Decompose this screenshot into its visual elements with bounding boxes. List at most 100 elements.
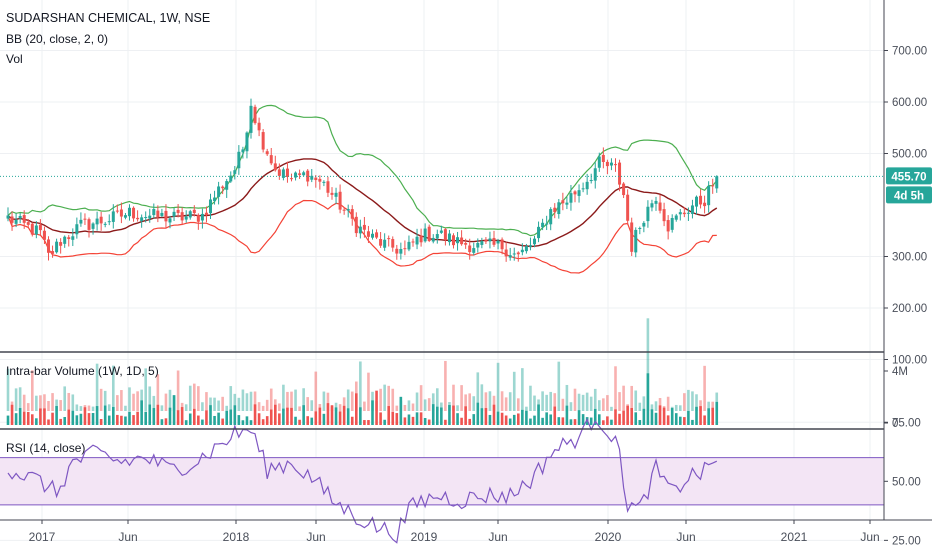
candle-body[interactable]: [569, 193, 573, 203]
rsi-pane[interactable]: [0, 417, 884, 544]
candle-body[interactable]: [593, 168, 597, 181]
candle-body[interactable]: [650, 203, 654, 208]
candle-body[interactable]: [91, 223, 95, 229]
candle-body[interactable]: [452, 235, 455, 246]
candle-body[interactable]: [217, 186, 221, 197]
candle-body[interactable]: [318, 178, 322, 182]
candle-body[interactable]: [233, 170, 237, 174]
candle-body[interactable]: [703, 202, 707, 207]
candle-body[interactable]: [670, 217, 674, 230]
candle-body[interactable]: [10, 216, 14, 223]
candle-body[interactable]: [642, 222, 646, 227]
candle-body[interactable]: [362, 224, 366, 230]
candle-body[interactable]: [581, 188, 585, 190]
intrabar-volume-pane[interactable]: [6, 373, 719, 425]
candle-body[interactable]: [561, 200, 565, 204]
candle-body[interactable]: [55, 241, 59, 253]
candle-body[interactable]: [565, 202, 569, 205]
candle-body[interactable]: [298, 173, 302, 175]
candle-body[interactable]: [375, 232, 379, 238]
candle-body[interactable]: [281, 169, 285, 178]
candle-body[interactable]: [443, 229, 447, 241]
candle-body[interactable]: [638, 227, 642, 229]
candle-body[interactable]: [524, 246, 528, 252]
candle-body[interactable]: [188, 211, 192, 218]
candle-body[interactable]: [75, 224, 79, 235]
candle-body[interactable]: [87, 219, 91, 230]
candle-body[interactable]: [310, 175, 314, 180]
candle-body[interactable]: [662, 209, 666, 222]
candle-body[interactable]: [577, 190, 581, 196]
candle-body[interactable]: [460, 237, 464, 245]
candle-body[interactable]: [261, 132, 265, 150]
candle-body[interactable]: [59, 242, 63, 246]
candle-body[interactable]: [42, 230, 46, 240]
candle-body[interactable]: [277, 169, 281, 176]
candle-body[interactable]: [553, 207, 557, 213]
candle-body[interactable]: [549, 209, 553, 225]
candle-body[interactable]: [630, 222, 634, 252]
bb-legend[interactable]: BB (20, close, 2, 0): [6, 32, 109, 46]
candle-body[interactable]: [306, 170, 310, 182]
candle-body[interactable]: [71, 236, 75, 240]
candle-body[interactable]: [253, 106, 257, 124]
candle-body[interactable]: [290, 178, 293, 180]
candle-body[interactable]: [472, 248, 476, 253]
candle-body[interactable]: [47, 239, 50, 253]
candle-body[interactable]: [399, 248, 403, 254]
candle-body[interactable]: [132, 207, 136, 219]
candle-body[interactable]: [330, 192, 334, 195]
candle-body[interactable]: [407, 241, 411, 250]
candle-body[interactable]: [26, 222, 30, 225]
candle-body[interactable]: [160, 212, 164, 216]
candle-body[interactable]: [221, 186, 225, 189]
candle-body[interactable]: [589, 179, 593, 182]
candle-body[interactable]: [435, 234, 439, 239]
candle-body[interactable]: [111, 211, 115, 222]
candle-body[interactable]: [350, 209, 354, 219]
candle-body[interactable]: [476, 242, 480, 248]
candle-body[interactable]: [423, 228, 427, 242]
candle-body[interactable]: [557, 202, 561, 215]
vol-legend[interactable]: Vol: [6, 52, 23, 66]
candle-body[interactable]: [605, 161, 609, 167]
candle-body[interactable]: [622, 183, 626, 196]
candle-body[interactable]: [273, 163, 277, 171]
candle-body[interactable]: [541, 222, 545, 228]
candle-body[interactable]: [456, 237, 460, 244]
candle-body[interactable]: [658, 202, 662, 211]
candle-body[interactable]: [148, 215, 152, 219]
candle-body[interactable]: [468, 245, 472, 253]
candle-body[interactable]: [326, 181, 330, 193]
candle-body[interactable]: [338, 191, 342, 210]
candle-body[interactable]: [314, 177, 318, 181]
candle-body[interactable]: [634, 229, 638, 253]
candle-body[interactable]: [427, 226, 431, 241]
candle-body[interactable]: [537, 226, 541, 239]
candle-body[interactable]: [99, 216, 103, 224]
candle-body[interactable]: [520, 249, 524, 253]
intrabar-volume-legend[interactable]: Intra-bar Volume (1W, 1D, 5): [6, 364, 159, 378]
candle-body[interactable]: [533, 238, 536, 245]
candle-body[interactable]: [38, 224, 42, 231]
candle-body[interactable]: [225, 181, 229, 190]
candle-body[interactable]: [14, 219, 18, 224]
candle-body[interactable]: [180, 212, 184, 221]
candle-body[interactable]: [403, 248, 407, 250]
candle-body[interactable]: [204, 212, 208, 216]
candle-body[interactable]: [678, 212, 682, 215]
candle-body[interactable]: [128, 207, 131, 217]
candle-body[interactable]: [265, 151, 269, 155]
candle-body[interactable]: [334, 192, 338, 197]
candle-body[interactable]: [601, 154, 605, 162]
candle-body[interactable]: [34, 225, 38, 235]
candle-body[interactable]: [484, 239, 488, 242]
candle-body[interactable]: [439, 230, 443, 233]
candle-body[interactable]: [245, 132, 249, 152]
candle-body[interactable]: [241, 149, 245, 153]
candle-body[interactable]: [184, 216, 188, 220]
candle-body[interactable]: [140, 217, 144, 222]
candle-body[interactable]: [379, 239, 383, 246]
candle-body[interactable]: [488, 238, 492, 242]
candle-body[interactable]: [51, 251, 55, 254]
